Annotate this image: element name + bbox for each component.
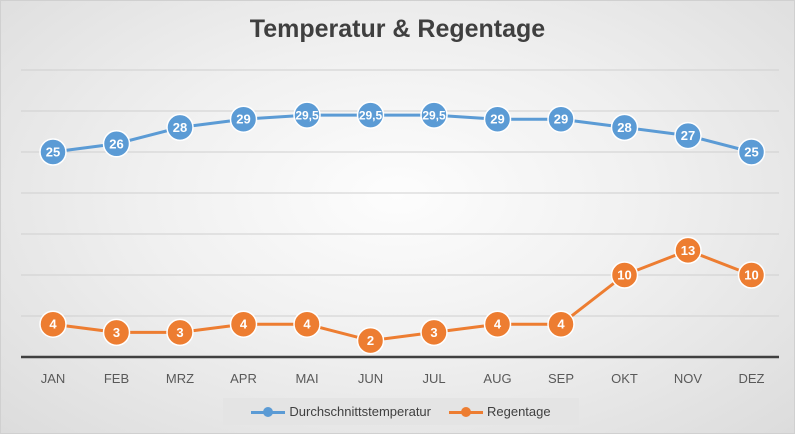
- data-label-durchschnittstemperatur-nov: 27: [681, 128, 695, 143]
- data-point-regentage-jan: [39, 310, 67, 338]
- data-point-durchschnittstemperatur-nov: [674, 121, 702, 150]
- legend-marker-rain-days: [449, 406, 483, 418]
- data-point-durchschnittstemperatur-dez: [737, 138, 766, 166]
- data-label-durchschnittstemperatur-okt: 28: [617, 120, 631, 135]
- data-label-regentage-jul: 3: [430, 325, 437, 340]
- series-regentage: 4 3 3 4 4 2 3 4 4 10 13 10: [39, 236, 766, 355]
- data-point-regentage-mai: [293, 310, 321, 338]
- data-point-regentage-jul: [420, 318, 448, 347]
- data-label-durchschnittstemperatur-feb: 26: [109, 136, 123, 151]
- data-label-regentage-jan: 4: [49, 317, 57, 332]
- legend-label-rain-days: Regentage: [487, 404, 551, 419]
- data-point-durchschnittstemperatur-mrz: [166, 113, 194, 142]
- series-durchschnittstemperatur: 25 26 28 29 29,5 29,5 29,5 29 29 28 27 25: [39, 101, 766, 166]
- data-point-regentage-aug: [483, 310, 512, 338]
- x-tick-label-mai: MAI: [295, 371, 318, 386]
- legend-label-temperature: Durchschnittstemperatur: [289, 404, 431, 419]
- data-label-regentage-okt: 10: [617, 268, 631, 283]
- x-tick-label-nov: NOV: [674, 371, 703, 386]
- data-label-durchschnittstemperatur-mrz: 28: [173, 120, 187, 135]
- data-label-regentage-jun: 2: [367, 333, 374, 348]
- data-label-durchschnittstemperatur-sep: 29: [554, 112, 568, 127]
- data-point-regentage-okt: [610, 261, 639, 289]
- legend-item-temperature: Durchschnittstemperatur: [251, 404, 431, 419]
- x-tick-label-feb: FEB: [104, 371, 129, 386]
- data-point-durchschnittstemperatur-apr: [229, 105, 258, 133]
- legend-item-rain-days: Regentage: [449, 404, 551, 419]
- x-tick-label-mrz: MRZ: [166, 371, 194, 386]
- data-label-durchschnittstemperatur-aug: 29: [490, 112, 504, 127]
- data-label-regentage-mai: 4: [303, 317, 311, 332]
- data-point-regentage-sep: [547, 310, 575, 338]
- data-label-regentage-sep: 4: [557, 317, 565, 332]
- data-label-regentage-feb: 3: [113, 325, 120, 340]
- series-line-durchschnittstemperatur: [52, 113, 752, 154]
- data-label-regentage-apr: 4: [240, 317, 248, 332]
- x-tick-label-aug: AUG: [483, 371, 511, 386]
- gridlines: [21, 69, 779, 317]
- series-layer: 25 26 28 29 29,5 29,5 29,5 29 29 28 27 25 4 3 3 4 4 2 3 4 4 1…: [39, 101, 766, 355]
- x-tick-label-jan: JAN: [41, 371, 66, 386]
- x-tick-label-okt: OKT: [611, 371, 638, 386]
- data-label-durchschnittstemperatur-jun: 29,5: [359, 109, 383, 123]
- data-point-regentage-nov: [674, 236, 702, 265]
- data-label-regentage-dez: 10: [744, 268, 758, 283]
- x-tick-label-dez: DEZ: [739, 371, 765, 386]
- data-label-regentage-mrz: 3: [176, 325, 183, 340]
- data-label-durchschnittstemperatur-jul: 29,5: [422, 109, 446, 123]
- series-line-regentage: [52, 248, 753, 343]
- data-point-durchschnittstemperatur-sep: [547, 105, 575, 133]
- x-axis: JAN FEB MRZ APR MAI JUN JUL AUG SEP OKT NOV DEZ: [21, 355, 779, 386]
- data-point-durchschnittstemperatur-okt: [610, 113, 639, 142]
- data-point-regentage-mrz: [166, 318, 194, 347]
- data-point-durchschnittstemperatur-feb: [102, 130, 131, 158]
- data-point-durchschnittstemperatur-jan: [39, 138, 67, 166]
- chart-title: Temperatur & Regentage: [249, 15, 546, 43]
- data-point-regentage-jun: [356, 326, 385, 355]
- data-label-durchschnittstemperatur-mai: 29,5: [295, 109, 319, 123]
- data-label-durchschnittstemperatur-dez: 25: [744, 145, 758, 160]
- data-point-durchschnittstemperatur-mai: [293, 101, 321, 129]
- x-tick-label-jun: JUN: [358, 371, 383, 386]
- data-label-durchschnittstemperatur-apr: 29: [236, 112, 250, 127]
- x-tick-label-jul: JUL: [422, 371, 445, 386]
- legend-marker-temperature: [251, 406, 286, 418]
- data-point-durchschnittstemperatur-jul: [420, 101, 448, 129]
- data-point-regentage-apr: [229, 310, 258, 338]
- data-label-regentage-nov: 13: [681, 243, 695, 258]
- x-tick-label-apr: APR: [230, 371, 257, 386]
- legend: Durchschnittstemperatur Regentage: [223, 398, 579, 425]
- data-point-durchschnittstemperatur-aug: [483, 105, 512, 133]
- data-label-durchschnittstemperatur-jan: 25: [46, 145, 60, 160]
- data-point-regentage-dez: [737, 261, 766, 289]
- data-point-durchschnittstemperatur-jun: [356, 101, 385, 129]
- data-label-regentage-aug: 4: [494, 317, 502, 332]
- x-tick-label-sep: SEP: [548, 371, 574, 386]
- data-point-regentage-feb: [102, 318, 131, 347]
